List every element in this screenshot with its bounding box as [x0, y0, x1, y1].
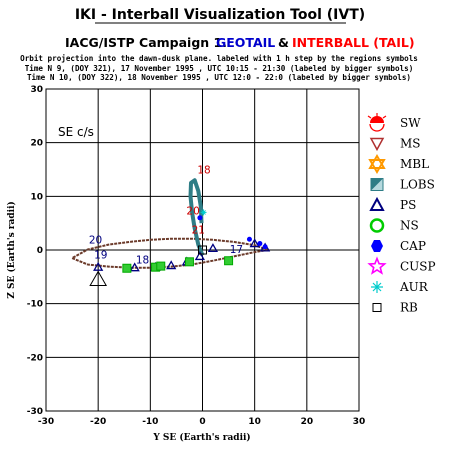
- legend-item: MS: [369, 137, 421, 152]
- circle-icon: [369, 218, 385, 233]
- ns-marker: [224, 256, 234, 266]
- legend-label: SW: [400, 116, 421, 130]
- geotail-orbit: [71, 237, 269, 269]
- triangle-up-icon: [369, 196, 385, 211]
- legend-item: CUSP: [367, 256, 436, 275]
- hour-labels: 18 20 21 20 19 18 17: [89, 164, 243, 266]
- coordinate-system-label: SE c/s: [58, 125, 94, 139]
- ps-marker: [194, 251, 206, 261]
- cap-marker: [262, 244, 268, 250]
- hour-label: 20: [186, 206, 199, 218]
- y-tick-label: 0: [37, 246, 43, 256]
- ps-marker: [249, 238, 260, 248]
- hour-label: 21: [192, 224, 205, 236]
- legend-label: RB: [400, 301, 418, 315]
- y-tick-label: -20: [27, 353, 43, 363]
- legend-label: CUSP: [400, 260, 436, 274]
- asterisk-icon: [371, 281, 383, 293]
- square-icon: [372, 303, 382, 312]
- legend-label: CAP: [400, 239, 426, 253]
- legend-label: MS: [400, 137, 421, 151]
- hexagon-icon: [371, 240, 383, 252]
- orbit-tracks: [71, 178, 269, 269]
- hour-label: 18: [136, 254, 149, 266]
- y-tick-label: -30: [27, 407, 43, 417]
- aur-marker: [200, 209, 207, 216]
- legend-label: AUR: [399, 280, 429, 294]
- campaign-label: IACG/ISTP Campaign 1.: [65, 35, 227, 50]
- hour-label: 19: [94, 250, 107, 262]
- legend-label: LOBS: [400, 178, 435, 192]
- legend-item: CAP: [371, 239, 426, 253]
- subtitle-line-1: Orbit projection into the dawn-dusk plan…: [20, 54, 418, 63]
- legend-item: SW: [367, 113, 421, 132]
- ns-marker: [156, 261, 166, 271]
- star-icon: [367, 256, 387, 275]
- plot-area: -30 -20 -10 0 10 20 30 30 20 10 0 -10 -20 -30 18 20 21…: [27, 85, 366, 427]
- legend-item: AUR: [371, 280, 429, 294]
- ampersand-label: &: [278, 35, 289, 50]
- cap-marker: [257, 241, 263, 247]
- split-square-icon: [370, 178, 384, 191]
- y-tick-labels: 30 20 10 0 -10 -20 -30: [27, 85, 43, 417]
- cap-marker: [246, 236, 252, 242]
- triangle-down-icon: [369, 137, 385, 152]
- y-axis-label: Z SE (Earth's radii): [6, 201, 17, 299]
- x-tick-label: -20: [90, 417, 106, 427]
- legend-label: PS: [400, 198, 416, 212]
- ps-marker: [166, 260, 177, 270]
- star-of-david-icon: [368, 154, 386, 174]
- x-tick-label: -30: [38, 417, 54, 427]
- interball-orbit: [188, 178, 205, 257]
- region-markers: [89, 209, 271, 287]
- x-tick-labels: -30 -20 -10 0 10 20 30: [38, 417, 365, 427]
- ns-marker: [184, 257, 194, 267]
- geotail-label: GEOTAIL: [216, 35, 275, 50]
- x-tick-label: 0: [199, 417, 205, 427]
- legend-item: MBL: [368, 154, 429, 174]
- hour-label: 17: [230, 244, 243, 256]
- x-tick-label: 20: [301, 417, 314, 427]
- legend-label: NS: [400, 219, 419, 233]
- y-tick-label: 10: [30, 192, 43, 202]
- x-tick-label: 30: [353, 417, 366, 427]
- ns-marker: [122, 263, 132, 273]
- ps-marker: [93, 261, 104, 271]
- app-title: IKI - Interball Visualization Tool (IVT): [75, 7, 365, 23]
- rb-marker: [198, 245, 207, 255]
- hour-label: 20: [89, 235, 102, 247]
- legend-item: RB: [372, 301, 418, 315]
- ps-marker: [207, 243, 219, 253]
- legend-item: PS: [369, 196, 416, 212]
- interball-label: INTERBALL (TAIL): [292, 35, 415, 50]
- legend-item: NS: [369, 218, 419, 233]
- x-tick-label: -10: [142, 417, 158, 427]
- ps-marker: [129, 262, 140, 272]
- x-axis-label: Y SE (Earth's radii): [152, 432, 250, 443]
- y-tick-label: 30: [30, 85, 43, 95]
- ps-marker-large: [89, 270, 108, 287]
- hour-label: 18: [197, 164, 210, 176]
- subtitle-line-2: Time N 9, (DOY 321), 17 November 1995 , …: [25, 64, 414, 73]
- legend-label: MBL: [400, 157, 429, 171]
- subtitle-line-3: Time N 10, (DOY 322), 18 November 1995 ,…: [27, 73, 411, 82]
- x-tick-label: 10: [248, 417, 261, 427]
- y-tick-label: -10: [27, 300, 43, 310]
- cap-marker: [197, 215, 203, 221]
- legend: SW MS MBL LOBS PS NS CAP CUSP AUR RB: [367, 113, 436, 315]
- legend-item: LOBS: [370, 178, 435, 192]
- y-tick-label: 20: [30, 139, 43, 149]
- sun-icon: [367, 113, 387, 132]
